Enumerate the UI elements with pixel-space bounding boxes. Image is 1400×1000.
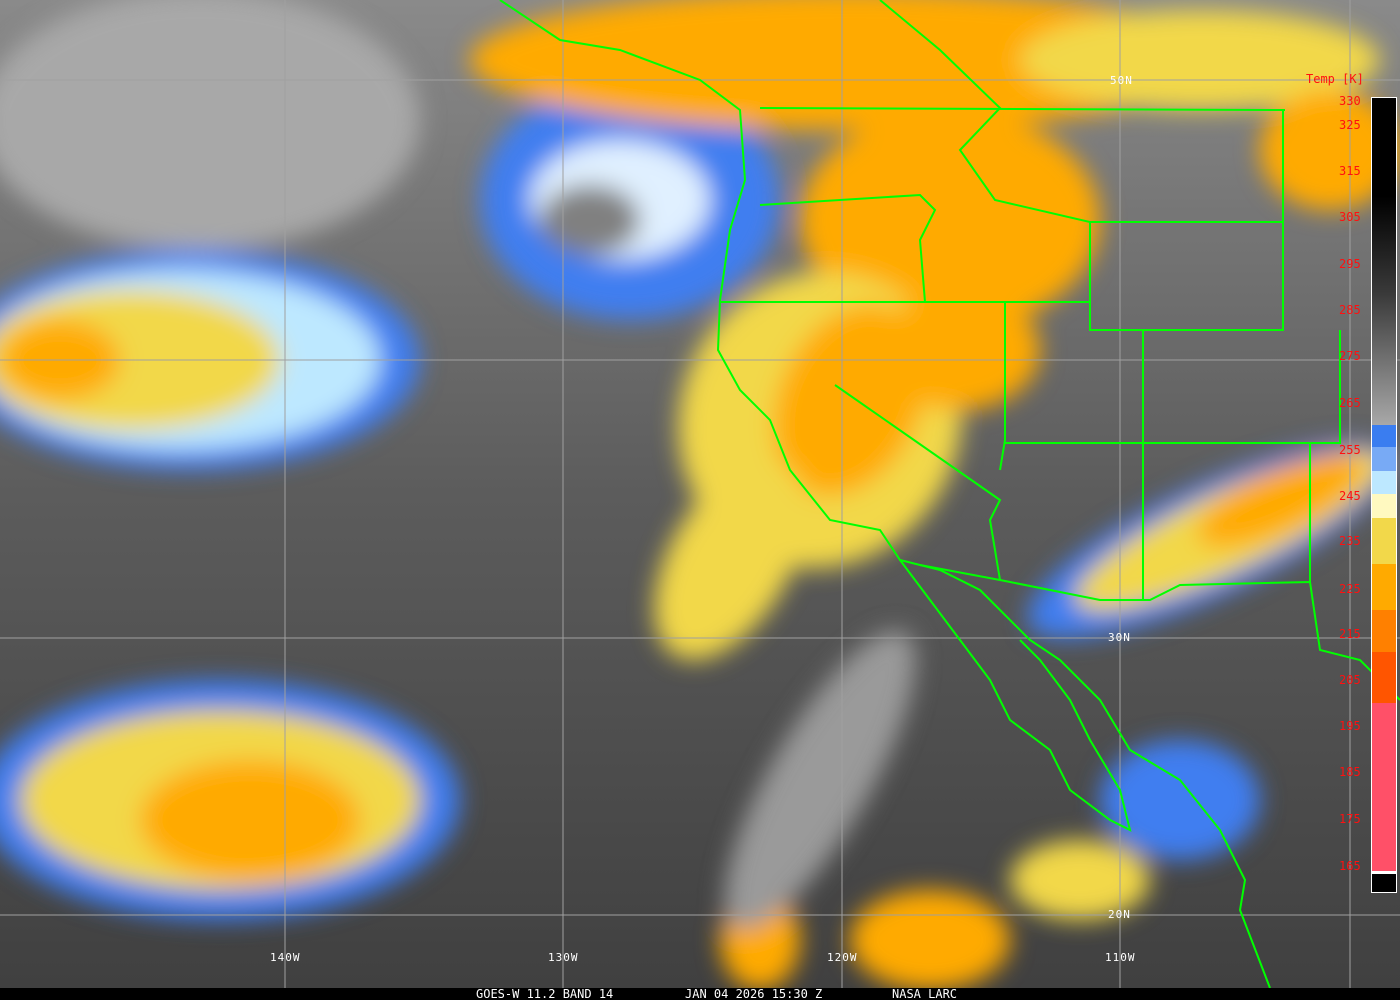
caption-bar: GOES-W 11.2 BAND 14 JAN 04 2026 15:30 Z … [0,988,1400,1000]
colorbar-label: 315 [1339,164,1361,178]
colorbar-label: 175 [1339,812,1361,826]
colorbar-label: 275 [1339,349,1361,363]
colorbar-label: 285 [1339,303,1361,317]
colorbar-seg [1372,471,1396,494]
colorbar-label: 265 [1339,396,1361,410]
state-borders-4 [834,384,1002,581]
label-140w: 140W [270,951,301,964]
colorbar-label: 245 [1339,489,1361,503]
colorbar-seg [1372,652,1396,703]
temperature-colorbar [1371,97,1397,893]
caption-datetime: JAN 04 2026 15:30 Z [685,987,823,1000]
colorbar-label: 235 [1339,534,1361,548]
state-borders-1 [720,110,1284,331]
colorbar-seg [1372,610,1396,652]
colorbar-gray-ramp [1372,98,1396,425]
colorbar-label: 165 [1339,859,1361,873]
colorbar-seg [1372,494,1396,518]
label-30n: 30N [1108,631,1131,644]
colorbar-label: 295 [1339,257,1361,271]
colorbar-seg [1372,447,1396,471]
state-borders-3 [999,302,1006,471]
colorbar-title: Temp [K] [1306,72,1364,86]
colorbar-seg [1372,564,1396,610]
colorbar-seg [1372,871,1396,874]
colorbar-label: 225 [1339,582,1361,596]
label-20n: 20N [1108,908,1131,921]
caption-satellite: GOES-W 11.2 BAND 14 [476,987,614,1000]
label-50n: 50N [1110,74,1133,87]
pacific-coastline [499,0,1271,988]
colorbar-label: 205 [1339,673,1361,687]
colorbar-label: 305 [1339,210,1361,224]
colorbar-seg [1372,703,1396,871]
colorbar-label: 255 [1339,443,1361,457]
state-borders-5 [1005,330,1341,444]
state-borders-9 [879,0,1091,302]
caption-credit: NASA LARC [892,987,958,1000]
colorbar-seg [1372,425,1396,447]
colorbar-seg [1372,874,1396,892]
label-130w: 130W [548,951,579,964]
colorbar-label: 325 [1339,118,1361,132]
colorbar-label: 330 [1339,94,1361,108]
baja-coastline [899,559,1132,832]
coastlines-and-borders [499,0,1400,988]
state-borders-2 [759,193,937,303]
colorbar-label: 195 [1339,719,1361,733]
us-canada-border [759,107,1286,111]
colorbar-label: 215 [1339,627,1361,641]
colorbar-seg [1372,518,1396,564]
colorbar-label: 185 [1339,765,1361,779]
label-120w: 120W [827,951,858,964]
us-mexico-border [919,564,1400,701]
label-110w: 110W [1105,951,1136,964]
